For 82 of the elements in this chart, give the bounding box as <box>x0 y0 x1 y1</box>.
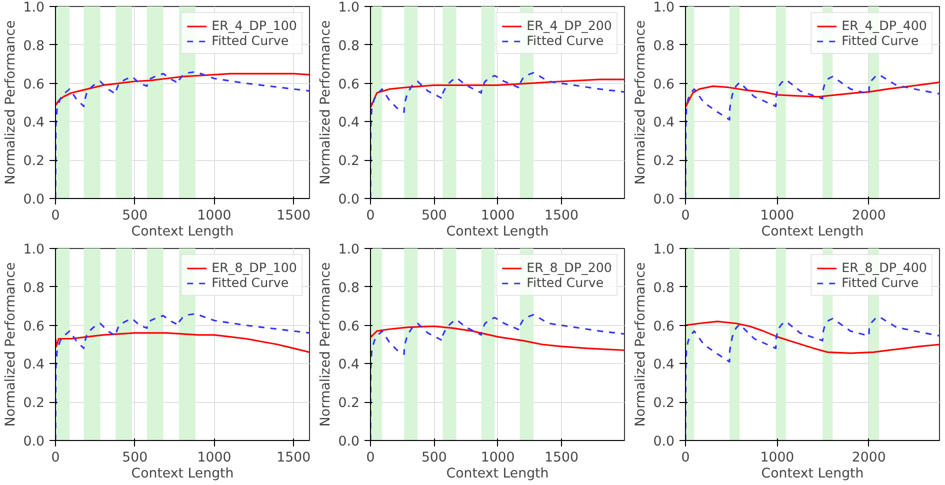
legend-label: ER_8_DP_200 <box>526 260 612 275</box>
y-tick-label: 0.6 <box>653 77 675 92</box>
y-tick-label: 0.2 <box>653 396 675 412</box>
y-tick-label: 0.0 <box>23 192 45 208</box>
y-tick-label: 0.8 <box>653 38 675 54</box>
x-tick-label: 1500 <box>276 450 311 466</box>
x-tick-label: 500 <box>122 208 148 224</box>
x-tick-label: 1000 <box>760 208 794 224</box>
legend-label: Fitted Curve <box>842 275 919 290</box>
y-axis-title: Normalized Performance <box>318 262 334 427</box>
y-tick-label: 0.4 <box>338 358 360 373</box>
y-tick-label: 0.0 <box>23 434 45 450</box>
legend-label: ER_8_DP_100 <box>212 260 297 275</box>
y-tick-label: 0.0 <box>338 192 360 208</box>
x-axis-title: Context Length <box>131 224 234 240</box>
x-tick-label: 1500 <box>276 208 311 224</box>
x-axis-title: Context Length <box>761 466 864 482</box>
x-tick-label: 500 <box>421 208 447 224</box>
y-tick-label: 0.4 <box>23 358 45 373</box>
x-tick-label: 0 <box>51 450 60 466</box>
y-tick-label: 0.0 <box>653 192 675 208</box>
x-tick-label: 0 <box>681 450 690 466</box>
x-tick-label: 0 <box>681 208 690 224</box>
y-tick-label: 1.0 <box>338 242 360 258</box>
y-tick-label: 0.4 <box>653 358 675 373</box>
x-axis-title: Context Length <box>761 224 864 240</box>
y-tick-label: 0.6 <box>653 319 675 334</box>
x-axis-title: Context Length <box>446 224 549 240</box>
x-tick-label: 1500 <box>544 208 578 224</box>
y-axis-title: Normalized Performance <box>3 20 18 185</box>
y-tick-label: 0.0 <box>338 434 360 450</box>
x-tick-label: 0 <box>51 208 60 224</box>
y-tick-label: 0.2 <box>23 396 45 412</box>
y-tick-label: 0.0 <box>653 434 675 450</box>
legend-label: Fitted Curve <box>526 33 604 48</box>
legend-label: Fitted Curve <box>526 275 604 290</box>
x-axis-title: Context Length <box>446 466 549 482</box>
y-tick-label: 0.8 <box>653 280 675 296</box>
y-tick-label: 1.0 <box>653 242 675 258</box>
y-tick-label: 0.2 <box>23 154 45 170</box>
y-tick-label: 0.4 <box>653 116 675 131</box>
x-tick-label: 1000 <box>197 208 232 224</box>
x-tick-label: 1000 <box>760 450 794 466</box>
legend-label: ER_8_DP_400 <box>842 260 927 275</box>
y-tick-label: 0.2 <box>338 154 360 170</box>
y-tick-label: 0.8 <box>23 38 45 54</box>
y-axis-title: Normalized Performance <box>3 262 18 427</box>
x-tick-label: 0 <box>366 208 375 224</box>
x-tick-label: 1000 <box>480 450 515 466</box>
legend-label: ER_4_DP_200 <box>526 18 612 33</box>
legend-label: ER_4_DP_100 <box>212 18 297 33</box>
x-tick-label: 1000 <box>480 208 515 224</box>
y-tick-label: 0.4 <box>338 116 360 131</box>
y-tick-label: 0.8 <box>338 38 360 54</box>
x-tick-label: 500 <box>122 450 148 466</box>
y-tick-label: 1.0 <box>338 0 360 16</box>
y-tick-label: 0.6 <box>338 77 360 92</box>
y-axis-title: Normalized Performance <box>633 20 648 185</box>
y-tick-label: 0.6 <box>23 77 45 92</box>
x-tick-label: 1000 <box>197 450 232 466</box>
x-tick-label: 1500 <box>544 450 578 466</box>
x-axis-title: Context Length <box>131 466 234 482</box>
y-tick-label: 0.4 <box>23 116 45 131</box>
x-tick-label: 0 <box>366 450 375 466</box>
x-tick-label: 2000 <box>852 450 886 466</box>
y-tick-label: 0.8 <box>338 280 360 296</box>
legend-label: Fitted Curve <box>842 33 919 48</box>
legend-label: Fitted Curve <box>212 33 289 48</box>
y-tick-label: 0.2 <box>653 154 675 170</box>
y-tick-label: 0.8 <box>23 280 45 296</box>
x-tick-label: 500 <box>421 450 447 466</box>
y-tick-label: 1.0 <box>23 242 45 258</box>
y-tick-label: 0.6 <box>23 319 45 334</box>
y-tick-label: 0.6 <box>338 319 360 334</box>
y-tick-label: 1.0 <box>23 0 45 16</box>
y-tick-label: 1.0 <box>653 0 675 16</box>
legend-label: ER_4_DP_400 <box>842 18 927 33</box>
x-tick-label: 2000 <box>852 208 886 224</box>
y-tick-label: 0.2 <box>338 396 360 412</box>
legend-label: Fitted Curve <box>212 275 289 290</box>
y-axis-title: Normalized Performance <box>633 262 648 427</box>
y-axis-title: Normalized Performance <box>318 20 334 185</box>
